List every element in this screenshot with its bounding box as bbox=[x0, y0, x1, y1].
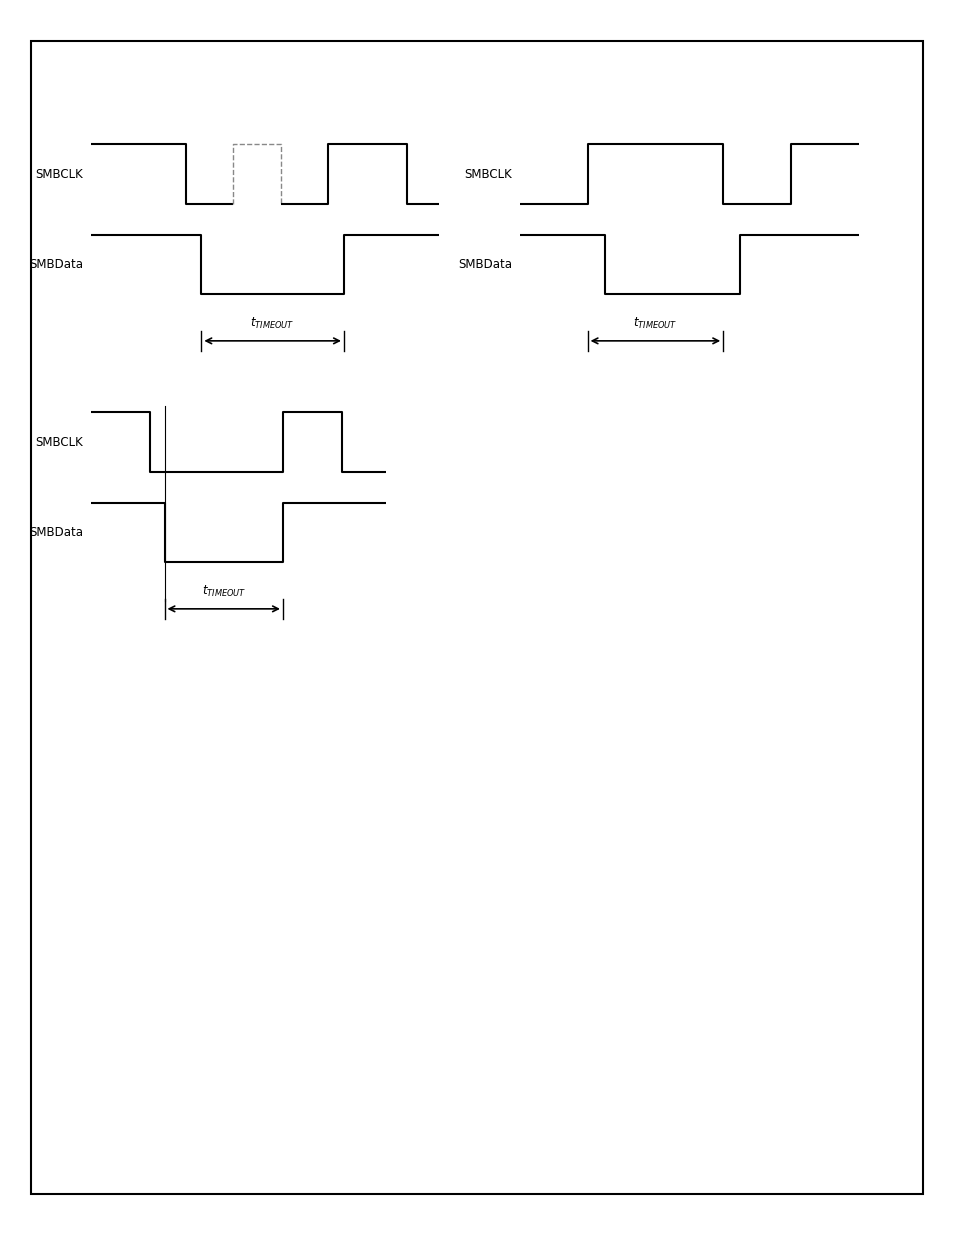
Text: SMBData: SMBData bbox=[29, 258, 83, 270]
Text: SMBData: SMBData bbox=[29, 526, 83, 538]
FancyBboxPatch shape bbox=[31, 41, 922, 1194]
Text: SMBCLK: SMBCLK bbox=[464, 168, 512, 180]
Text: $t_{TIMEOUT}$: $t_{TIMEOUT}$ bbox=[251, 316, 294, 331]
Text: $t_{TIMEOUT}$: $t_{TIMEOUT}$ bbox=[201, 584, 246, 599]
Text: SMBData: SMBData bbox=[457, 258, 512, 270]
Text: SMBCLK: SMBCLK bbox=[35, 168, 83, 180]
Text: $t_{TIMEOUT}$: $t_{TIMEOUT}$ bbox=[633, 316, 677, 331]
Text: SMBCLK: SMBCLK bbox=[35, 436, 83, 448]
